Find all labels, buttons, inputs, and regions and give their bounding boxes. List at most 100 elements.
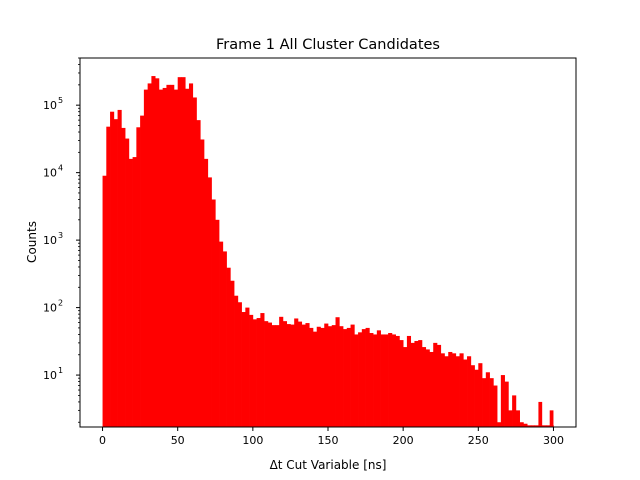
histogram-bar <box>478 363 483 427</box>
histogram-bar <box>177 77 182 427</box>
histogram-bar <box>173 89 179 428</box>
histogram-bar <box>436 344 442 427</box>
histogram-bar <box>264 321 269 427</box>
histogram-bar <box>440 353 445 427</box>
histogram-bar <box>395 335 400 427</box>
histogram-bar <box>414 340 419 427</box>
histogram-bar <box>497 422 502 427</box>
x-tick-label: 150 <box>318 434 339 447</box>
histogram-bar <box>500 375 505 427</box>
histogram-bar <box>316 326 321 427</box>
histogram-bar <box>128 158 133 427</box>
y-tick-exponent: 5 <box>58 96 63 105</box>
histogram-bar <box>215 219 220 427</box>
histogram-bar <box>470 365 475 427</box>
histogram-bar <box>312 331 318 427</box>
histogram-bar <box>305 323 310 427</box>
histogram-bar <box>328 326 333 427</box>
histogram-bar <box>339 326 344 427</box>
histogram-bar <box>403 347 408 427</box>
histogram-bar <box>230 280 235 427</box>
x-tick-label: 250 <box>468 434 489 447</box>
histogram-bar <box>294 318 299 427</box>
histogram-bar <box>448 351 453 427</box>
histogram-bar <box>241 312 246 427</box>
histogram-bar <box>136 127 141 427</box>
histogram-bar <box>485 372 490 427</box>
histogram-bar <box>331 325 336 427</box>
histogram-bar <box>279 316 284 427</box>
histogram-bar <box>219 241 224 427</box>
histogram-bar <box>534 425 539 427</box>
histogram-bar <box>365 327 370 427</box>
histogram-bar <box>346 327 351 427</box>
histogram-bar <box>455 356 460 427</box>
histogram-bar <box>493 385 498 427</box>
histogram-bar <box>245 307 250 427</box>
histogram-bar <box>249 314 254 427</box>
histogram-bar <box>222 251 227 427</box>
histogram-bar <box>538 401 543 427</box>
y-tick-label: 10 <box>43 167 57 180</box>
histogram-bar <box>188 83 194 428</box>
histogram-bar <box>452 353 457 427</box>
x-tick-label: 50 <box>171 434 185 447</box>
x-tick-label: 100 <box>242 434 263 447</box>
histogram-bar <box>121 127 126 428</box>
histogram-bar <box>384 334 389 427</box>
histogram-bar <box>181 77 186 427</box>
histogram-bar <box>132 157 137 427</box>
histogram-bar <box>530 425 536 427</box>
histogram-bar <box>549 410 554 427</box>
histogram-bar <box>519 422 524 427</box>
histogram-bar <box>151 76 156 427</box>
histogram-bar <box>286 324 291 427</box>
histogram-bar <box>508 410 513 427</box>
chart-title: Frame 1 All Cluster Candidates <box>216 37 440 53</box>
histogram-bar <box>166 84 171 427</box>
histogram-bar <box>474 369 479 427</box>
histogram-bar <box>324 323 329 427</box>
histogram-bar <box>463 359 468 427</box>
histogram-bar <box>162 87 167 427</box>
histogram-bar <box>320 327 325 427</box>
y-tick-exponent: 2 <box>58 299 63 308</box>
histogram-bar <box>207 177 212 427</box>
histogram-bar <box>410 342 415 427</box>
y-tick-label: 10 <box>43 369 57 382</box>
histogram-bar <box>113 119 118 428</box>
histogram-bar <box>545 425 551 427</box>
histogram-bar <box>125 138 130 427</box>
histogram-bar <box>406 335 412 427</box>
histogram-bar <box>433 342 438 427</box>
histogram-bar <box>444 356 449 427</box>
x-tick-label: 200 <box>393 434 414 447</box>
histogram-bar <box>489 378 494 427</box>
histogram-bar <box>110 111 115 427</box>
histogram-bar <box>309 327 314 427</box>
histogram-bar <box>358 332 363 427</box>
y-axis-label: Counts <box>25 221 39 263</box>
histogram-bar <box>147 83 152 428</box>
histogram-bar <box>418 340 423 427</box>
y-tick-exponent: 1 <box>58 366 63 375</box>
histogram-bar <box>354 334 359 427</box>
x-axis-ticks: 0 50 100 150 200 250 300 <box>99 427 564 447</box>
histogram-bar <box>380 334 385 427</box>
histogram-bar <box>158 89 164 428</box>
histogram-bar <box>267 322 272 427</box>
histogram-bar <box>421 347 427 427</box>
histogram-bar <box>425 349 430 427</box>
histogram-bar <box>482 378 487 427</box>
histogram-bar <box>117 109 122 428</box>
x-tick-label: 0 <box>99 434 106 447</box>
histogram-bar <box>467 356 472 427</box>
histogram-bar <box>196 120 201 427</box>
y-tick-label: 10 <box>43 302 57 315</box>
histogram-bar <box>200 139 205 428</box>
x-axis-label: Δt Cut Variable [ns] <box>270 458 387 472</box>
histogram-bar <box>376 330 381 427</box>
y-tick-exponent: 3 <box>58 231 63 240</box>
